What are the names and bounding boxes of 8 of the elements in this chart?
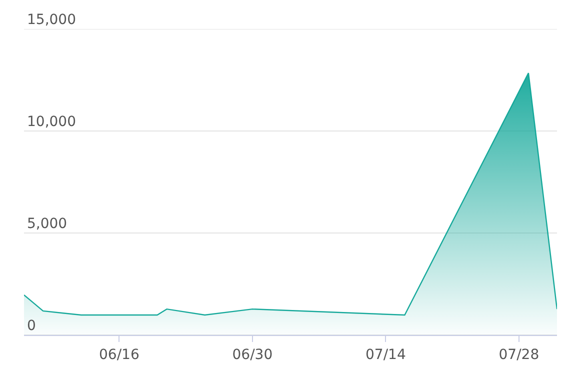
y-tick-label: 15,000 — [27, 12, 76, 28]
y-tick-label: 5,000 — [27, 216, 68, 232]
x-tick-label: 07/28 — [498, 346, 540, 363]
x-tick-label: 06/16 — [99, 346, 140, 363]
x-tick-label: 07/14 — [366, 346, 406, 363]
x-tick-label: 06/30 — [232, 346, 273, 363]
y-tick-label: 10,000 — [27, 114, 76, 130]
y-tick-label: 0 — [27, 318, 36, 334]
